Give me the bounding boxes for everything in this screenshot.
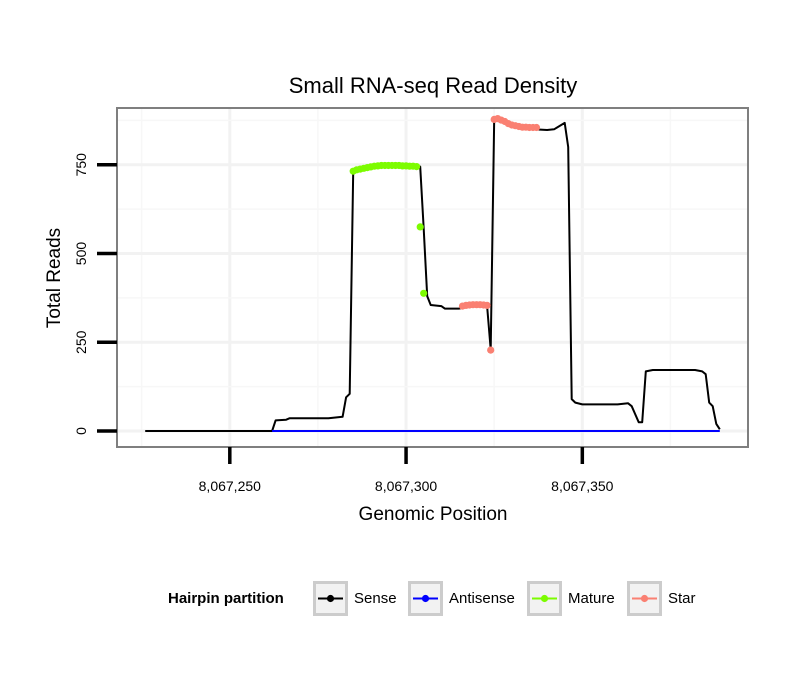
legend-item-antisense: Antisense — [408, 581, 515, 616]
axes: 8,067,250 8,067,300 8,067,350 0 250 500 750 — [73, 153, 614, 494]
legend-item-mature: Mature — [527, 581, 615, 616]
plot-border — [116, 107, 749, 448]
data-point-star — [483, 301, 491, 309]
legend-label: Antisense — [449, 590, 515, 607]
data-point-star — [532, 123, 541, 132]
plot-background — [117, 108, 748, 447]
y-tick-label: 750 — [73, 153, 89, 177]
x-tick-label: 8,067,250 — [199, 478, 261, 494]
legend-key-point — [640, 594, 649, 603]
legend: Hairpin partition Sense Antisense Mature St… — [168, 581, 696, 616]
y-tick-label: 500 — [73, 242, 89, 266]
x-tick-label: 8,067,350 — [551, 478, 613, 494]
data-point-mature — [416, 223, 424, 231]
x-axis-title: Genomic Position — [359, 504, 508, 525]
data-point-star — [487, 346, 495, 354]
legend-label: Sense — [354, 590, 397, 607]
series-layer — [145, 115, 721, 432]
y-tick-label: 0 — [73, 427, 89, 435]
legend-item-sense: Sense — [313, 581, 397, 616]
legend-label: Mature — [568, 590, 615, 607]
plot-panel — [117, 108, 748, 447]
data-point-mature — [420, 289, 428, 297]
legend-key-point — [421, 594, 430, 603]
series-star — [458, 115, 541, 354]
y-tick-label: 250 — [73, 330, 89, 354]
legend-title: Hairpin partition — [168, 590, 284, 607]
legend-key-point — [540, 594, 549, 603]
legend-key-point — [326, 594, 335, 603]
data-point-mature — [413, 163, 421, 171]
legend-label: Star — [668, 590, 696, 607]
y-axis-title: Total Reads — [44, 228, 65, 328]
chart-title: Small RNA-seq Read Density — [289, 73, 578, 98]
x-tick-label: 8,067,300 — [375, 478, 437, 494]
series-mature — [349, 161, 428, 297]
legend-item-star: Star — [627, 581, 696, 616]
